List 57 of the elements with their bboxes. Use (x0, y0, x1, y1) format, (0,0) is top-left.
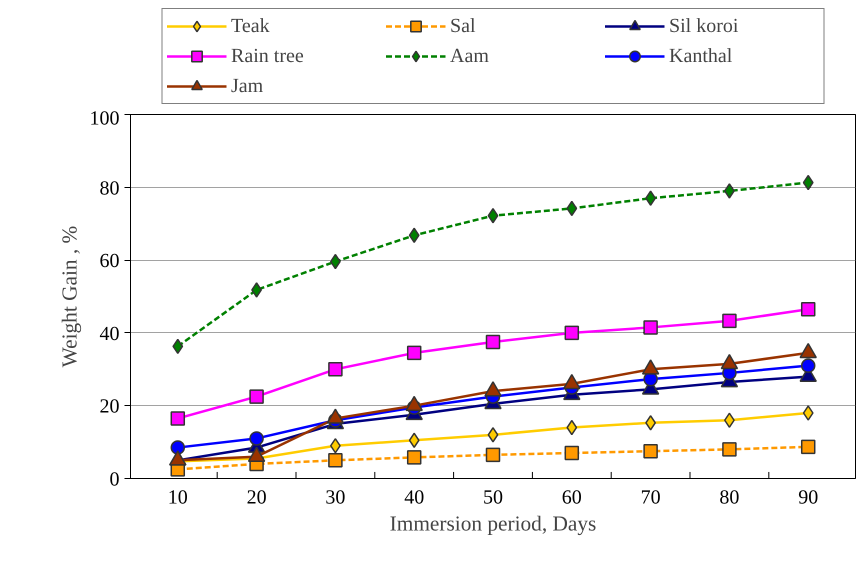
point (643, 320, 658, 335)
legend-label: Jam (231, 74, 264, 98)
y-tick-label: 100 (90, 108, 120, 130)
point (408, 228, 420, 244)
point (645, 415, 656, 431)
x-tick-label: 70 (640, 486, 661, 508)
legend-label: Kanthal (669, 44, 734, 68)
point (408, 432, 420, 448)
point (249, 389, 264, 404)
x-tick-label: 40 (404, 486, 424, 508)
point (170, 411, 186, 426)
point (249, 431, 264, 446)
point (722, 442, 737, 457)
legend-label: Sil koroi (669, 14, 740, 38)
x-tick-label: 60 (562, 486, 582, 508)
y-axis-title: Weight Gain , % (58, 225, 82, 368)
point (564, 446, 580, 460)
point (645, 190, 656, 206)
point (328, 362, 343, 377)
point (566, 420, 578, 436)
x-tick-label: 20 (246, 486, 267, 508)
point (802, 405, 814, 421)
point (170, 440, 186, 455)
x-tick-label: 80 (719, 486, 740, 508)
point (800, 302, 816, 316)
legend-label: Sal (450, 14, 477, 38)
y-tick-label: 0 (110, 468, 120, 490)
x-tick-label: 90 (798, 486, 818, 508)
x-axis-title: Immersion period, Days (390, 512, 596, 536)
x-tick-label: 50 (483, 486, 503, 508)
point (800, 358, 816, 373)
point (486, 448, 500, 462)
point (643, 444, 658, 458)
point (406, 346, 422, 360)
point (330, 438, 341, 454)
point (486, 334, 500, 350)
x-tick-label: 30 (325, 486, 346, 508)
point (406, 450, 422, 465)
point (802, 174, 814, 190)
x-tick-label: 10 (168, 486, 188, 508)
y-tick-label: 60 (100, 250, 120, 272)
y-tick-label: 40 (100, 322, 120, 345)
legend-label: Aam (450, 44, 490, 68)
point (172, 338, 184, 354)
point (724, 183, 735, 199)
legend-label: Teak (231, 14, 271, 38)
point (330, 254, 341, 270)
legend-label: Rain tree (231, 44, 305, 68)
point (800, 440, 816, 454)
point (328, 453, 343, 468)
point (724, 412, 735, 428)
point (564, 326, 580, 340)
point (722, 314, 737, 328)
y-tick-label: 80 (100, 177, 120, 200)
y-tick-label: 20 (100, 396, 120, 418)
point (566, 200, 578, 216)
point (251, 282, 262, 298)
